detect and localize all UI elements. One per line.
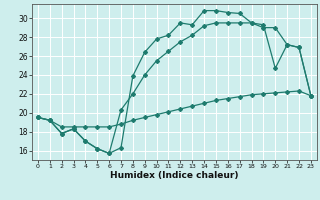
X-axis label: Humidex (Indice chaleur): Humidex (Indice chaleur) — [110, 171, 239, 180]
